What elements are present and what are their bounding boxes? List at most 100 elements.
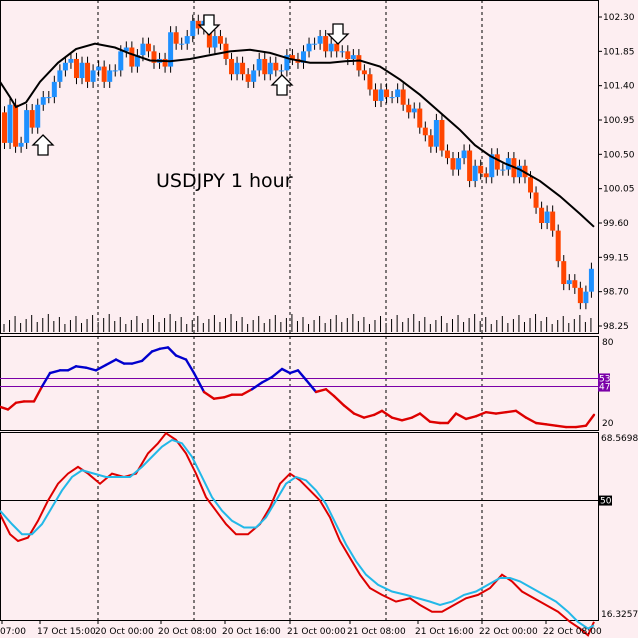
candle-bullish xyxy=(234,62,240,75)
rsi-line-segment xyxy=(390,416,404,422)
candle-bullish xyxy=(312,43,318,45)
candle-bullish xyxy=(46,97,52,99)
time-tick-label: 21 Oct 08:00 xyxy=(347,627,406,637)
rsi-line-segment xyxy=(554,424,568,429)
rsi-line-segment xyxy=(222,393,234,399)
candle-bearish xyxy=(217,36,223,44)
candle-bullish xyxy=(112,70,118,72)
panel-frame-1 xyxy=(0,0,599,334)
candle-bullish xyxy=(256,58,262,71)
rsi-line-segment xyxy=(446,412,458,425)
price-tick-label: 100.50 xyxy=(603,150,635,160)
candle-bullish xyxy=(489,154,495,178)
rsi-line-segment xyxy=(296,369,308,381)
rsi-line-segment xyxy=(400,416,414,422)
candle-bullish xyxy=(301,51,306,63)
candle-bearish xyxy=(450,158,456,170)
candle-bearish xyxy=(555,230,561,262)
candle-bullish xyxy=(588,268,594,292)
candle-bullish xyxy=(472,165,478,182)
candle-bearish xyxy=(417,108,423,128)
chart-title: USDJPY 1 hour xyxy=(156,170,293,192)
rsi-line-segment xyxy=(6,401,18,411)
rsi-line-segment xyxy=(574,424,588,429)
candle-bullish xyxy=(24,110,30,143)
candle-bearish xyxy=(334,43,340,52)
price-tick-label: 101.40 xyxy=(603,82,635,92)
candle-bearish xyxy=(323,36,329,52)
candle-bullish xyxy=(251,70,257,82)
candle-bullish xyxy=(35,104,41,128)
candle-bullish xyxy=(7,104,13,143)
candle-bullish xyxy=(40,97,46,105)
candle-bearish xyxy=(345,51,351,59)
candle-bullish xyxy=(461,150,467,159)
price-tick-label: 99.60 xyxy=(603,219,629,229)
candle-bearish xyxy=(73,58,79,79)
rsi-line-segment xyxy=(304,378,318,394)
stoch-level-label: 50 xyxy=(600,497,612,507)
candle-bullish xyxy=(544,211,550,223)
time-tick-label: 22 Oct 00:00 xyxy=(479,627,538,637)
rsi-line-segment xyxy=(48,369,62,375)
candle-bullish xyxy=(107,70,113,82)
time-tick-label: 21 Oct 16:00 xyxy=(415,627,474,637)
rsi-line-segment xyxy=(84,366,98,372)
candle-bearish xyxy=(422,127,428,136)
buy-arrow-icon xyxy=(270,74,294,96)
candle-bullish xyxy=(306,43,312,52)
candle-bullish xyxy=(317,36,323,44)
candle-bullish xyxy=(583,291,589,304)
rsi-level-label: 53 xyxy=(599,374,610,384)
moving-average-line xyxy=(0,42,595,228)
rsi-tick-label: 20 xyxy=(602,419,614,429)
time-tick-label: 21 Oct 00:00 xyxy=(287,627,346,637)
time-tick-label: 17 Oct 15:00 xyxy=(37,627,96,637)
candle-bearish xyxy=(577,287,583,304)
rsi-line-segment xyxy=(418,412,432,423)
rsi-line-segment xyxy=(114,358,126,365)
rsi-line-segment xyxy=(150,347,162,353)
candle-bearish xyxy=(13,104,19,147)
stoch-tick-label: 16.3257 xyxy=(601,610,638,620)
rsi-line-segment xyxy=(484,411,498,415)
rsi-line-segment xyxy=(544,423,558,427)
rsi-level-badge xyxy=(598,381,610,392)
candle-bullish xyxy=(339,51,345,53)
rsi-line-segment xyxy=(202,390,216,400)
rsi-line-segment xyxy=(0,405,10,411)
rsi-line-segment xyxy=(474,411,488,418)
rsi-line-segment xyxy=(352,412,366,419)
candle-bullish xyxy=(328,43,334,52)
rsi-line-segment xyxy=(184,358,196,375)
time-tick-label: 07:00 xyxy=(0,627,26,637)
candle-bearish xyxy=(367,74,373,90)
rsi-line-segment xyxy=(240,388,254,396)
candle-bullish xyxy=(395,89,401,98)
candle-bullish xyxy=(96,66,102,71)
candle-bearish xyxy=(372,89,378,101)
rsi-line-segment xyxy=(324,388,336,398)
rsi-line-segment xyxy=(524,416,538,425)
rsi-line-segment xyxy=(130,359,144,365)
candle-bearish xyxy=(539,207,545,223)
rsi-line-segment xyxy=(372,409,384,417)
candle-bearish xyxy=(173,32,179,44)
candle-bearish xyxy=(572,280,578,288)
candle-bearish xyxy=(439,120,445,151)
candle-bullish xyxy=(456,158,462,170)
candle-bearish xyxy=(428,135,434,147)
candle-bullish xyxy=(500,169,506,171)
candle-bearish xyxy=(262,58,268,75)
candle-bearish xyxy=(273,62,279,71)
rsi-line-segment xyxy=(66,365,78,372)
rsi-line-segment xyxy=(314,388,328,394)
stoch-level-badge xyxy=(598,495,612,506)
candle-bullish xyxy=(68,58,74,63)
time-tick-label: 20 Oct 16:00 xyxy=(222,627,281,637)
candle-bearish xyxy=(384,89,390,98)
rsi-line-segment xyxy=(74,365,88,369)
rsi-line-segment xyxy=(14,400,26,404)
candle-bullish xyxy=(140,43,146,56)
